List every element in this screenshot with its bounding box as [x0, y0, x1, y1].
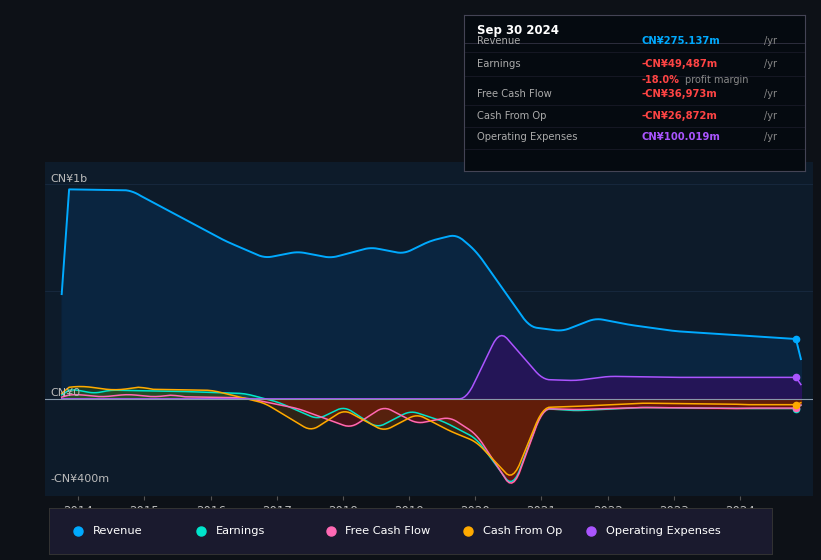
- Text: CN¥0: CN¥0: [50, 389, 80, 398]
- Text: Earnings: Earnings: [478, 59, 521, 69]
- Text: Free Cash Flow: Free Cash Flow: [346, 526, 431, 536]
- Text: CN¥1b: CN¥1b: [50, 174, 88, 184]
- Text: Earnings: Earnings: [215, 526, 265, 536]
- Text: Cash From Op: Cash From Op: [478, 110, 547, 120]
- Text: -CN¥26,872m: -CN¥26,872m: [641, 110, 717, 120]
- Text: Operating Expenses: Operating Expenses: [478, 132, 578, 142]
- Text: Revenue: Revenue: [478, 36, 521, 46]
- Text: profit margin: profit margin: [686, 74, 749, 85]
- Text: -CN¥49,487m: -CN¥49,487m: [641, 59, 718, 69]
- Text: -CN¥400m: -CN¥400m: [50, 474, 109, 484]
- Text: -18.0%: -18.0%: [641, 74, 679, 85]
- Text: -CN¥36,973m: -CN¥36,973m: [641, 88, 717, 99]
- Text: Cash From Op: Cash From Op: [483, 526, 562, 536]
- Text: /yr: /yr: [764, 36, 777, 46]
- Text: Revenue: Revenue: [93, 526, 142, 536]
- Text: Sep 30 2024: Sep 30 2024: [478, 24, 559, 37]
- Text: Free Cash Flow: Free Cash Flow: [478, 88, 553, 99]
- Text: CN¥100.019m: CN¥100.019m: [641, 132, 720, 142]
- Text: /yr: /yr: [764, 88, 777, 99]
- Text: Operating Expenses: Operating Expenses: [606, 526, 720, 536]
- Text: /yr: /yr: [764, 132, 777, 142]
- Text: /yr: /yr: [764, 110, 777, 120]
- Text: /yr: /yr: [764, 59, 777, 69]
- Text: CN¥275.137m: CN¥275.137m: [641, 36, 720, 46]
